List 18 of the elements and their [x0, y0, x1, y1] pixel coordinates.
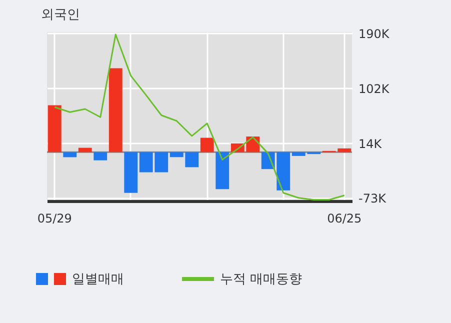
bar: [94, 152, 108, 160]
chart-title: 외국인: [41, 7, 80, 22]
y-tick-label: 102K: [358, 82, 390, 96]
line-series: [54, 34, 346, 200]
bar: [78, 148, 92, 152]
y-tick-label: 190K: [358, 26, 390, 41]
bar: [124, 152, 138, 193]
legend-label: 누적 매매동향: [220, 271, 302, 288]
x-tick-label: 06/25: [327, 212, 362, 226]
bar: [48, 105, 62, 152]
y-tick-label: -73K: [358, 191, 388, 206]
x-tick-label: 05/29: [37, 212, 72, 226]
bar: [108, 68, 122, 152]
y-tick-label: 14K: [358, 136, 383, 151]
legend-label: 일별매매: [72, 271, 124, 288]
bar: [216, 152, 230, 190]
bar: [63, 152, 77, 158]
bar: [200, 138, 214, 152]
